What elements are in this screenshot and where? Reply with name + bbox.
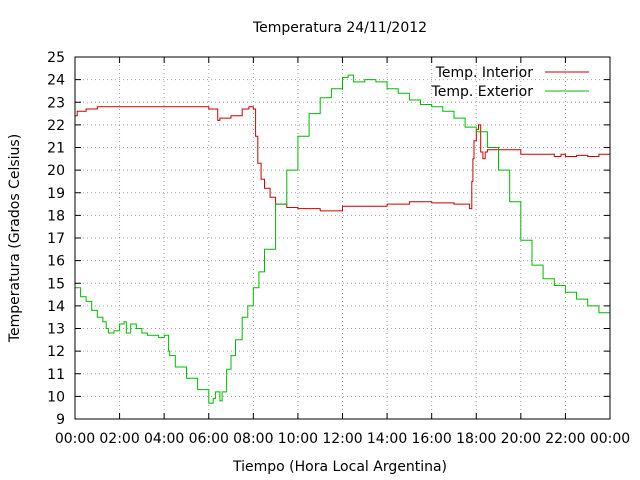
axis-ticks xyxy=(74,56,611,420)
y-tick-label: 19 xyxy=(47,186,65,202)
y-tick-label: 20 xyxy=(47,163,65,179)
grid-lines xyxy=(75,57,610,419)
x-tick-label: 22:00 xyxy=(545,431,585,447)
y-tick-label: 21 xyxy=(47,141,65,157)
y-tick-label: 10 xyxy=(47,389,65,405)
series-lines xyxy=(75,74,611,404)
y-tick-label: 9 xyxy=(56,412,65,428)
series-line-exterior xyxy=(75,74,611,404)
chart-title: Temperatura 24/11/2012 xyxy=(252,20,427,36)
y-tick-label: 22 xyxy=(47,118,65,134)
x-tick-label: 08:00 xyxy=(233,431,273,447)
x-tick-label: 04:00 xyxy=(144,431,184,447)
y-tick-label: 24 xyxy=(47,73,65,89)
y-axis-label: Temperatura (Grados Celsius) xyxy=(7,134,23,343)
x-tick-label: 16:00 xyxy=(411,431,451,447)
x-tick-label: 14:00 xyxy=(367,431,407,447)
legend-label: Temp. Interior xyxy=(435,65,534,81)
x-tick-label: 20:00 xyxy=(501,431,541,447)
x-tick-label: 00:00 xyxy=(590,431,630,447)
series-line-interior xyxy=(75,106,610,212)
y-tick-label: 14 xyxy=(47,299,65,315)
y-tick-label: 17 xyxy=(47,231,65,247)
y-tick-labels: 9 10 11 12 13 14 15 16 17 18 19 20 21 22 23 24 25 xyxy=(47,50,65,428)
x-tick-labels: 00:00 02:00 04:00 06:00 08:00 10:00 12:00 14:00… xyxy=(55,431,630,447)
x-tick-label: 10:00 xyxy=(278,431,318,447)
y-tick-label: 16 xyxy=(47,254,65,270)
y-tick-label: 25 xyxy=(47,50,65,66)
y-tick-label: 18 xyxy=(47,208,65,224)
x-tick-label: 18:00 xyxy=(456,431,496,447)
legend: Temp. Interior Temp. Exterior xyxy=(431,65,589,100)
x-tick-label: 02:00 xyxy=(99,431,139,447)
y-tick-label: 11 xyxy=(47,367,65,383)
y-tick-label: 15 xyxy=(47,276,65,292)
x-tick-label: 12:00 xyxy=(322,431,362,447)
y-tick-label: 23 xyxy=(47,95,65,111)
x-tick-label: 00:00 xyxy=(55,431,95,447)
legend-label: Temp. Exterior xyxy=(431,84,534,100)
y-tick-label: 12 xyxy=(47,344,65,360)
x-axis-label: Tiempo (Hora Local Argentina) xyxy=(232,459,447,475)
x-tick-label: 06:00 xyxy=(189,431,229,447)
y-tick-label: 13 xyxy=(47,322,65,338)
